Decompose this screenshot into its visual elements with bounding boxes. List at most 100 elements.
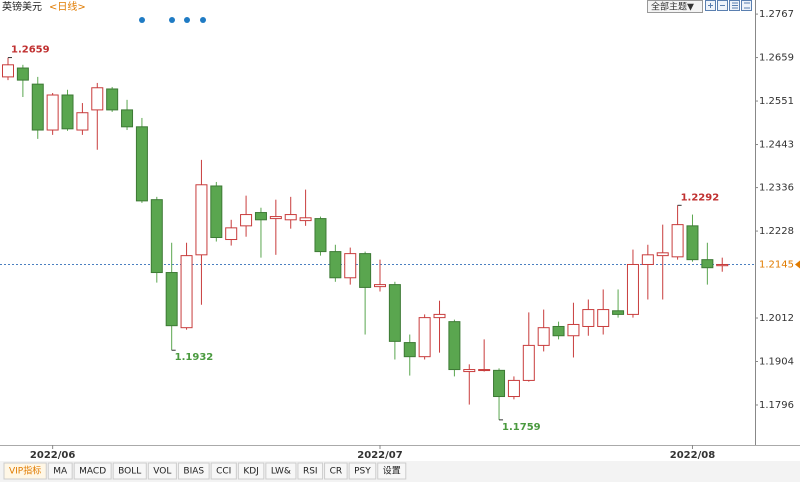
candle-body [626, 263, 639, 315]
candle-body [284, 214, 297, 221]
tab-background[interactable] [210, 462, 237, 480]
candle-body [106, 88, 119, 111]
candle-body [671, 224, 684, 258]
candle-body [91, 87, 104, 111]
high-label: 1.2292 [681, 192, 720, 203]
indicator-tab[interactable]: LW& [271, 467, 291, 477]
event-dot[interactable] [184, 17, 190, 23]
candle-body [388, 284, 401, 342]
candle-body [567, 323, 580, 337]
x-tick-label: 2022/08 [670, 450, 715, 461]
candle-body [493, 369, 506, 398]
candle-body [418, 317, 431, 358]
candle-body [314, 218, 327, 253]
candle-body [16, 67, 29, 81]
candle-body [195, 184, 208, 256]
indicator-tab[interactable]: PSY [354, 467, 371, 477]
candle-body [686, 225, 699, 261]
tab-background[interactable] [147, 462, 177, 480]
candle-body [61, 94, 74, 130]
candle-body [537, 327, 550, 346]
indicator-tab[interactable]: KDJ [243, 467, 259, 477]
indicator-tab[interactable]: RSI [303, 467, 318, 477]
candle-body [329, 251, 342, 279]
low-label: 1.1759 [502, 422, 541, 433]
candle-body [180, 255, 193, 329]
y-tick-label: 1.2228 [759, 226, 794, 237]
y-tick-label: 1.2336 [759, 183, 794, 194]
y-tick-label: 1.2659 [759, 53, 794, 64]
candle-body [46, 94, 59, 131]
event-dot[interactable] [200, 17, 206, 23]
candle-body [701, 259, 714, 269]
y-tick-label: 1.1904 [759, 357, 794, 368]
icon-glyph [708, 2, 750, 9]
indicator-tab[interactable]: BIAS [183, 467, 204, 477]
candle-body [344, 253, 357, 279]
x-tick-label: 2022/06 [30, 450, 75, 461]
y-tick-label: 1.2767 [759, 9, 794, 20]
indicator-tab[interactable]: BOLL [118, 467, 141, 477]
tab-background[interactable] [237, 462, 265, 480]
event-dot[interactable] [169, 17, 175, 23]
y-tick-label: 1.2551 [759, 96, 794, 107]
candle-body [135, 126, 148, 202]
indicator-tab[interactable]: CR [330, 467, 343, 477]
indicator-tab[interactable]: CCI [216, 467, 231, 477]
settings-icon[interactable] [741, 0, 752, 11]
candle-body [76, 112, 89, 131]
y-tick-label: 1.2012 [759, 313, 794, 324]
tab-background[interactable] [324, 462, 348, 480]
period-label[interactable]: <日线> [49, 0, 86, 13]
candle-body [225, 227, 238, 241]
candle-body [478, 369, 491, 372]
candle-body [656, 252, 669, 257]
theme-button[interactable] [647, 0, 703, 13]
indicator-tab[interactable]: VOL [153, 467, 171, 477]
high-label: 1.2659 [11, 45, 50, 56]
candle-body [403, 342, 416, 358]
candle-body [165, 272, 178, 327]
candle-body [299, 217, 312, 222]
candle-body [582, 309, 595, 327]
tab-background[interactable] [297, 462, 324, 480]
candle-body [254, 212, 267, 221]
candle-body [240, 214, 253, 227]
toolbar-icons [705, 0, 752, 11]
candle-body [433, 313, 446, 319]
candle-body [597, 309, 610, 327]
tab-background[interactable] [177, 462, 210, 480]
candle-body [121, 109, 134, 128]
candle-body [448, 321, 461, 371]
tab-background[interactable] [112, 462, 147, 480]
candle-body [641, 254, 654, 265]
candle-body [507, 379, 520, 398]
theme-button-label[interactable]: 全部主题▼ [651, 1, 694, 13]
x-tick-label: 2022/07 [357, 450, 402, 461]
candle-body [522, 344, 535, 381]
tab-background[interactable] [348, 462, 377, 480]
candle-body [150, 199, 163, 274]
indicator-tab[interactable]: MA [53, 467, 68, 477]
candle-body [2, 64, 14, 78]
last-price-arrow [795, 260, 800, 269]
candle-body [463, 369, 476, 373]
indicator-tab[interactable]: 设置 [383, 466, 401, 477]
last-price-box [757, 257, 793, 272]
tab-background[interactable] [377, 462, 407, 480]
indicator-tab[interactable]: MACD [79, 467, 106, 477]
event-dot[interactable] [139, 17, 145, 23]
candle-body [31, 83, 44, 131]
tab-background[interactable] [73, 462, 112, 480]
tab-background[interactable] [47, 462, 73, 480]
indicator-tab[interactable]: VIP指标 [9, 465, 41, 477]
tab-background[interactable] [3, 462, 47, 480]
last-price-label: 1.2145 [759, 259, 794, 270]
candle-body [612, 310, 625, 315]
candle-body [210, 185, 223, 239]
tab-background[interactable] [265, 462, 297, 480]
y-tick-label: 1.2443 [759, 140, 794, 151]
candle-body [374, 284, 386, 288]
